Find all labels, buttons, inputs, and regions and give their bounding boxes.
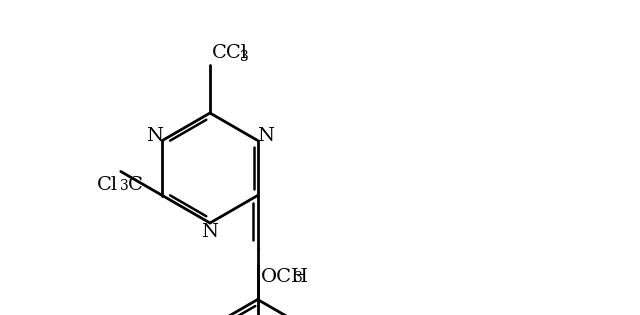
Text: 3: 3 xyxy=(294,271,302,284)
Text: 3: 3 xyxy=(120,179,129,192)
Text: 3: 3 xyxy=(240,50,249,64)
Text: N: N xyxy=(146,127,163,145)
Text: OCH: OCH xyxy=(260,267,308,285)
Text: Cl: Cl xyxy=(97,175,118,193)
Text: CCl: CCl xyxy=(212,44,248,62)
Text: N: N xyxy=(202,223,218,241)
Text: C: C xyxy=(128,175,143,193)
Text: N: N xyxy=(257,127,274,145)
